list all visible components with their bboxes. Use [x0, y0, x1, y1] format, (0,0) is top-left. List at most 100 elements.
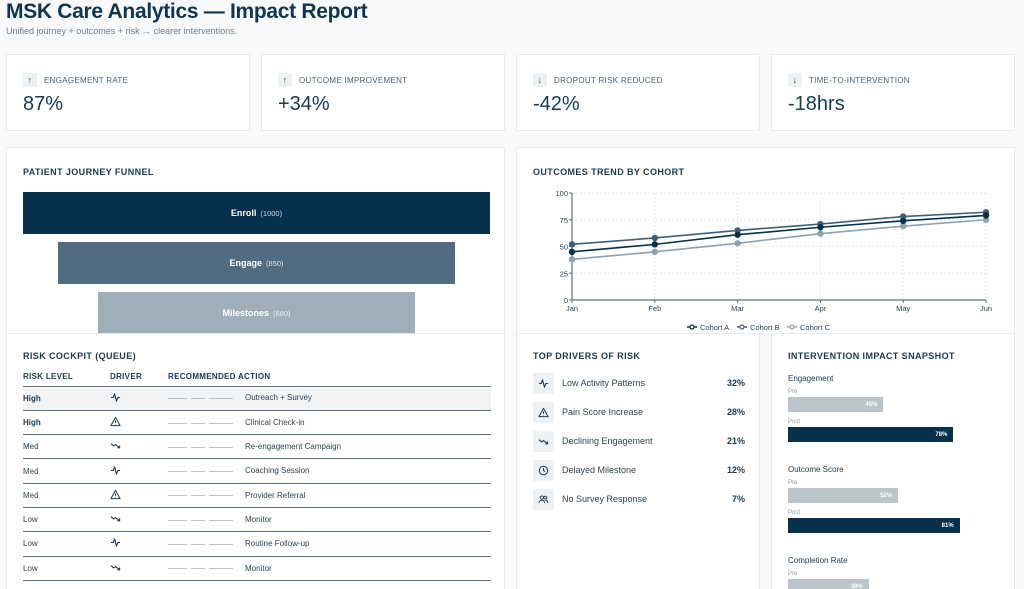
arrow-down-icon: ↓ — [788, 73, 802, 87]
funnel-stage-count: (1000) — [260, 208, 283, 218]
action-placeholder-dashes — [168, 467, 237, 476]
risk-level: High — [23, 386, 110, 411]
risk-cockpit-panel: RISK COCKPIT (QUEUE) RISK LEVEL DRIVER R… — [6, 333, 505, 589]
driver-label: Low Activity Patterns — [562, 378, 646, 388]
pre-label: Pre — [788, 480, 798, 486]
drivers-title: TOP DRIVERS OF RISK — [533, 351, 641, 361]
page-header: MSK Care Analytics — Impact Report Unifi… — [6, 0, 368, 36]
kpi-card-engagement-rate: ↑ ENGAGEMENT RATE 87% — [6, 54, 250, 131]
action-placeholder-dashes — [168, 394, 237, 403]
data-point-cohort-a — [900, 217, 907, 225]
risk-level: Med — [23, 483, 110, 508]
risk-table-row[interactable]: High Clinical Check-in — [23, 410, 491, 436]
legend-item-cohort-c[interactable]: Cohort C — [787, 323, 831, 332]
risk-table-row[interactable]: High Outreach + Survey — [23, 386, 491, 411]
clock-icon — [533, 459, 554, 481]
risk-table-row[interactable]: Med Coaching Session — [23, 458, 491, 484]
action-placeholder-dashes — [168, 564, 237, 573]
snapshot-metric-label: Completion Rate — [788, 556, 848, 565]
activity-icon — [110, 465, 121, 478]
y-tick-label: 0 — [564, 296, 568, 305]
column-header-driver[interactable]: DRIVER — [110, 367, 168, 387]
driver-percent: 28% — [726, 407, 745, 417]
page-title: MSK Care Analytics — Impact Report — [6, 0, 368, 23]
risk-level: Med — [23, 458, 110, 484]
pre-bar: 52% — [788, 488, 899, 503]
legend-label: Cohort A — [700, 323, 729, 332]
kpi-value: +34% — [278, 93, 330, 115]
outcomes-line-chart: 0 25 50 75 100 Jan Feb Mar Apr May Jun Cohort A Coho… — [555, 189, 992, 332]
chart-title: OUTCOMES TREND BY COHORT — [533, 167, 685, 177]
data-point-cohort-a — [568, 248, 576, 256]
action-placeholder-dashes — [168, 540, 237, 549]
data-point-cohort-a — [734, 231, 741, 238]
data-point-cohort-a — [651, 241, 658, 248]
post-label: Post — [788, 510, 801, 516]
legend-item-cohort-a[interactable]: Cohort A — [687, 323, 729, 332]
recommended-action: Outreach + Survey — [245, 393, 312, 403]
warning-triangle-icon — [110, 489, 121, 502]
pre-value: 38% — [850, 583, 863, 589]
post-value: 81% — [941, 522, 954, 529]
top-drivers-panel: TOP DRIVERS OF RISK Low Activity Pattern… — [516, 333, 760, 589]
funnel-stage-enroll[interactable]: Enroll (1000) — [23, 192, 490, 234]
legend-item-cohort-b[interactable]: Cohort B — [737, 323, 780, 332]
recommended-action: Re-engagement Campaign — [245, 442, 342, 452]
recommended-action: Clinical Check-in — [245, 417, 305, 427]
activity-icon — [533, 372, 554, 394]
driver-item[interactable]: Pain Score Increase 28% — [533, 401, 745, 423]
funnel-stage-milestones[interactable]: Milestones (680) — [98, 292, 415, 333]
risk-table: RISK LEVEL DRIVER RECOMMENDED ACTION Hig… — [23, 367, 491, 581]
kpi-label: TIME-TO-INTERVENTION — [809, 75, 910, 85]
driver-percent: 12% — [726, 465, 745, 475]
data-point-cohort-c — [568, 256, 576, 263]
driver-item[interactable]: Delayed Milestone 12% — [533, 459, 745, 481]
column-header-action[interactable]: RECOMMENDED ACTION — [168, 367, 491, 387]
outcomes-chart-panel: OUTCOMES TREND BY COHORT 0 25 50 75 100 Jan Fe… — [516, 147, 1015, 333]
kpi-card-dropout-risk: ↓ DROPOUT RISK REDUCED -42% — [516, 54, 760, 131]
legend-swatch-marker — [689, 324, 695, 330]
column-header-risk-level[interactable]: RISK LEVEL — [23, 367, 110, 387]
kpi-value: -42% — [533, 93, 580, 115]
funnel-title: PATIENT JOURNEY FUNNEL — [23, 167, 154, 177]
driver-label: Declining Engagement — [562, 436, 653, 446]
risk-table-row[interactable]: Med Provider Referral — [23, 483, 491, 508]
legend-label: Cohort C — [800, 323, 831, 332]
data-point-cohort-b — [651, 234, 658, 242]
risk-table-row[interactable]: Low Routine Follow-up — [23, 531, 491, 557]
page-subtitle: Unified journey + outcomes + risk → clea… — [6, 26, 238, 36]
y-tick-label: 50 — [560, 243, 568, 252]
action-placeholder-dashes — [168, 515, 237, 524]
funnel-stage-label: Enroll — [230, 208, 257, 218]
pre-bar: 45% — [788, 397, 884, 412]
driver-label: Pain Score Increase — [562, 407, 644, 417]
risk-table-row[interactable]: Med Re-engagement Campaign — [23, 434, 491, 460]
driver-item[interactable]: Low Activity Patterns 32% — [533, 372, 745, 394]
y-tick-label: 25 — [560, 269, 568, 278]
kpi-card-time-to-intervention: ↓ TIME-TO-INTERVENTION -18hrs — [771, 54, 1015, 131]
activity-icon — [110, 538, 121, 550]
funnel-stage-count: (850) — [266, 258, 284, 268]
data-point-cohort-c — [734, 240, 741, 247]
x-tick-label: May — [896, 304, 910, 313]
kpi-label: ENGAGEMENT RATE — [44, 75, 129, 85]
arrow-down-icon: ↓ — [533, 73, 547, 87]
legend-label: Cohort B — [750, 323, 780, 332]
risk-table-row[interactable]: Low Monitor — [23, 556, 491, 581]
driver-item[interactable]: Declining Engagement 21% — [533, 430, 745, 452]
driver-percent: 7% — [731, 494, 745, 504]
driver-item[interactable]: No Survey Response 7% — [533, 488, 745, 510]
driver-label: Delayed Milestone — [562, 465, 637, 475]
data-point-cohort-b — [568, 241, 576, 248]
driver-label: No Survey Response — [562, 494, 648, 504]
funnel-stage-engage[interactable]: Engage (850) — [58, 242, 455, 284]
trending-down-icon — [533, 430, 554, 452]
risk-table-row[interactable]: Low Monitor — [23, 507, 491, 533]
users-icon — [533, 488, 554, 510]
warning-triangle-icon — [533, 401, 554, 423]
y-tick-label: 75 — [560, 216, 568, 225]
recommended-action: Monitor — [245, 514, 272, 524]
recommended-action: Provider Referral — [245, 490, 306, 500]
pre-label: Pre — [788, 571, 798, 577]
driver-percent: 32% — [726, 378, 745, 388]
